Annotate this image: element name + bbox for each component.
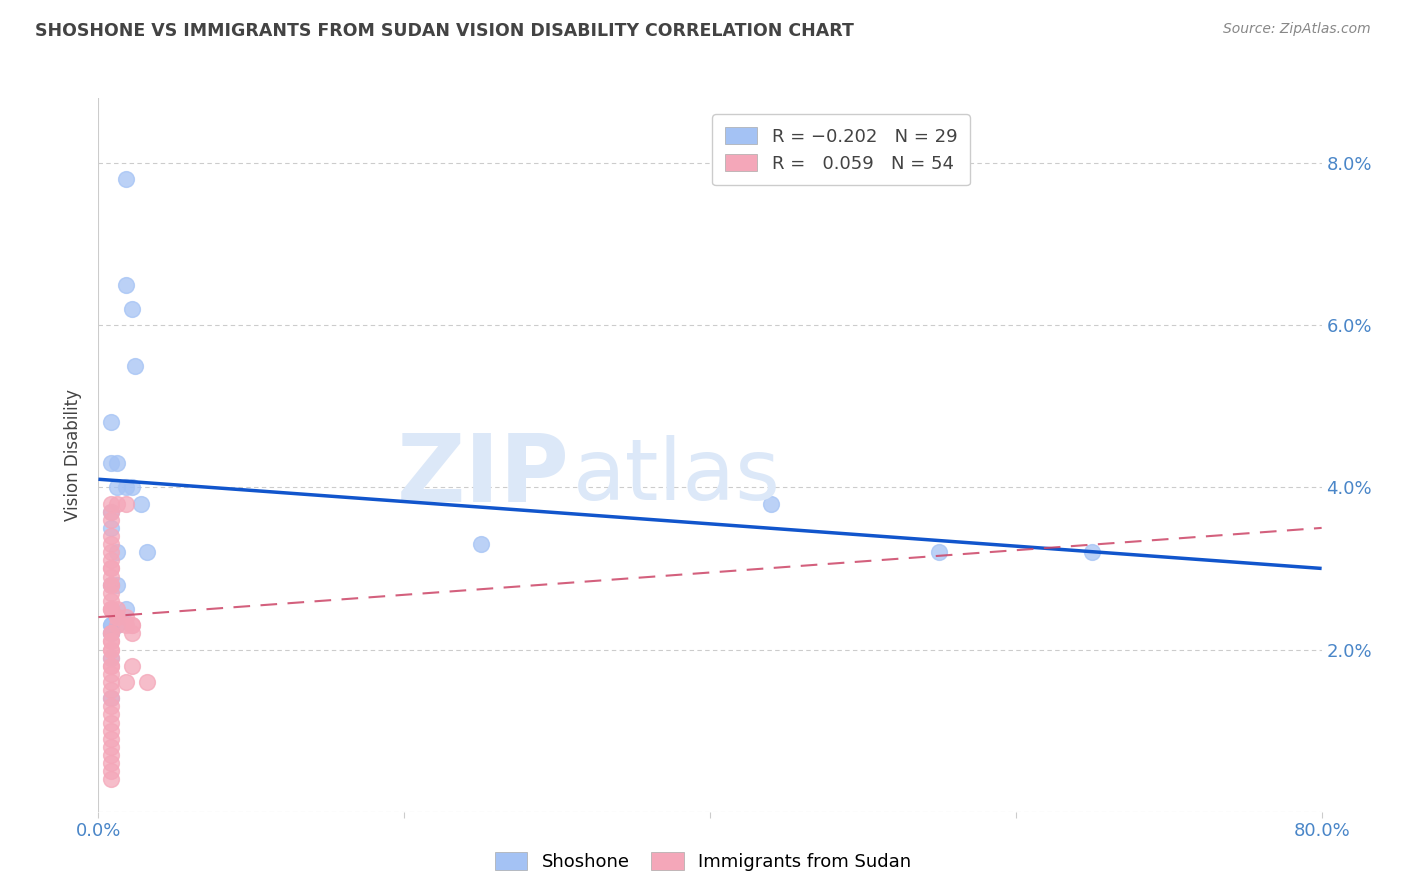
Point bbox=[100, 634, 122, 648]
Point bbox=[105, 618, 128, 632]
Point bbox=[136, 675, 159, 690]
Text: ZIP: ZIP bbox=[396, 430, 569, 523]
Point bbox=[100, 618, 122, 632]
Point bbox=[115, 277, 138, 292]
Point bbox=[115, 618, 138, 632]
Point bbox=[115, 480, 138, 494]
Point bbox=[100, 602, 122, 616]
Point bbox=[100, 513, 122, 527]
Point bbox=[105, 545, 128, 559]
Point bbox=[100, 715, 122, 730]
Point bbox=[100, 545, 122, 559]
Point bbox=[100, 683, 122, 698]
Point bbox=[121, 618, 143, 632]
Point bbox=[115, 610, 138, 624]
Point bbox=[100, 553, 122, 567]
Point bbox=[105, 610, 128, 624]
Point bbox=[100, 626, 122, 640]
Point bbox=[100, 416, 122, 430]
Point bbox=[105, 456, 128, 470]
Point bbox=[100, 618, 122, 632]
Point bbox=[100, 658, 122, 673]
Point bbox=[100, 577, 122, 591]
Point bbox=[100, 658, 122, 673]
Point bbox=[100, 626, 122, 640]
Point bbox=[100, 675, 122, 690]
Point bbox=[100, 561, 122, 575]
Point bbox=[121, 626, 143, 640]
Point bbox=[115, 602, 138, 616]
Point bbox=[100, 764, 122, 779]
Point bbox=[100, 666, 122, 681]
Point bbox=[121, 618, 143, 632]
Point bbox=[100, 529, 122, 543]
Legend: Shoshone, Immigrants from Sudan: Shoshone, Immigrants from Sudan bbox=[488, 846, 918, 879]
Y-axis label: Vision Disability: Vision Disability bbox=[65, 389, 83, 521]
Point bbox=[121, 658, 143, 673]
Point bbox=[100, 691, 122, 706]
Point bbox=[928, 545, 950, 559]
Point bbox=[100, 707, 122, 722]
Point bbox=[100, 569, 122, 583]
Text: SHOSHONE VS IMMIGRANTS FROM SUDAN VISION DISABILITY CORRELATION CHART: SHOSHONE VS IMMIGRANTS FROM SUDAN VISION… bbox=[35, 22, 853, 40]
Point bbox=[100, 691, 122, 706]
Point bbox=[100, 650, 122, 665]
Point bbox=[100, 731, 122, 746]
Point bbox=[100, 505, 122, 519]
Point bbox=[105, 577, 128, 591]
Point bbox=[1081, 545, 1104, 559]
Point bbox=[105, 602, 128, 616]
Point bbox=[100, 594, 122, 608]
Point bbox=[759, 497, 782, 511]
Point bbox=[100, 626, 122, 640]
Point bbox=[100, 577, 122, 591]
Point bbox=[100, 747, 122, 762]
Point bbox=[105, 610, 128, 624]
Point bbox=[100, 505, 122, 519]
Point bbox=[100, 537, 122, 551]
Point bbox=[100, 756, 122, 770]
Point bbox=[100, 561, 122, 575]
Point bbox=[115, 172, 138, 186]
Point bbox=[100, 521, 122, 535]
Point bbox=[105, 497, 128, 511]
Point bbox=[100, 626, 122, 640]
Point bbox=[100, 497, 122, 511]
Point bbox=[129, 497, 152, 511]
Point bbox=[115, 497, 138, 511]
Point bbox=[105, 618, 128, 632]
Point bbox=[100, 739, 122, 754]
Point bbox=[470, 537, 492, 551]
Point bbox=[100, 642, 122, 657]
Legend: R = −0.202   N = 29, R =   0.059   N = 54: R = −0.202 N = 29, R = 0.059 N = 54 bbox=[713, 114, 970, 186]
Point bbox=[105, 480, 128, 494]
Point bbox=[100, 723, 122, 738]
Point bbox=[121, 301, 143, 316]
Point bbox=[100, 456, 122, 470]
Point bbox=[136, 545, 159, 559]
Point bbox=[124, 359, 146, 373]
Point bbox=[100, 650, 122, 665]
Point bbox=[100, 586, 122, 600]
Text: atlas: atlas bbox=[574, 434, 780, 518]
Point bbox=[121, 480, 143, 494]
Point bbox=[115, 675, 138, 690]
Point bbox=[100, 577, 122, 591]
Point bbox=[100, 642, 122, 657]
Point bbox=[100, 602, 122, 616]
Point bbox=[100, 772, 122, 787]
Point bbox=[100, 699, 122, 714]
Point bbox=[100, 634, 122, 648]
Point bbox=[100, 602, 122, 616]
Text: Source: ZipAtlas.com: Source: ZipAtlas.com bbox=[1223, 22, 1371, 37]
